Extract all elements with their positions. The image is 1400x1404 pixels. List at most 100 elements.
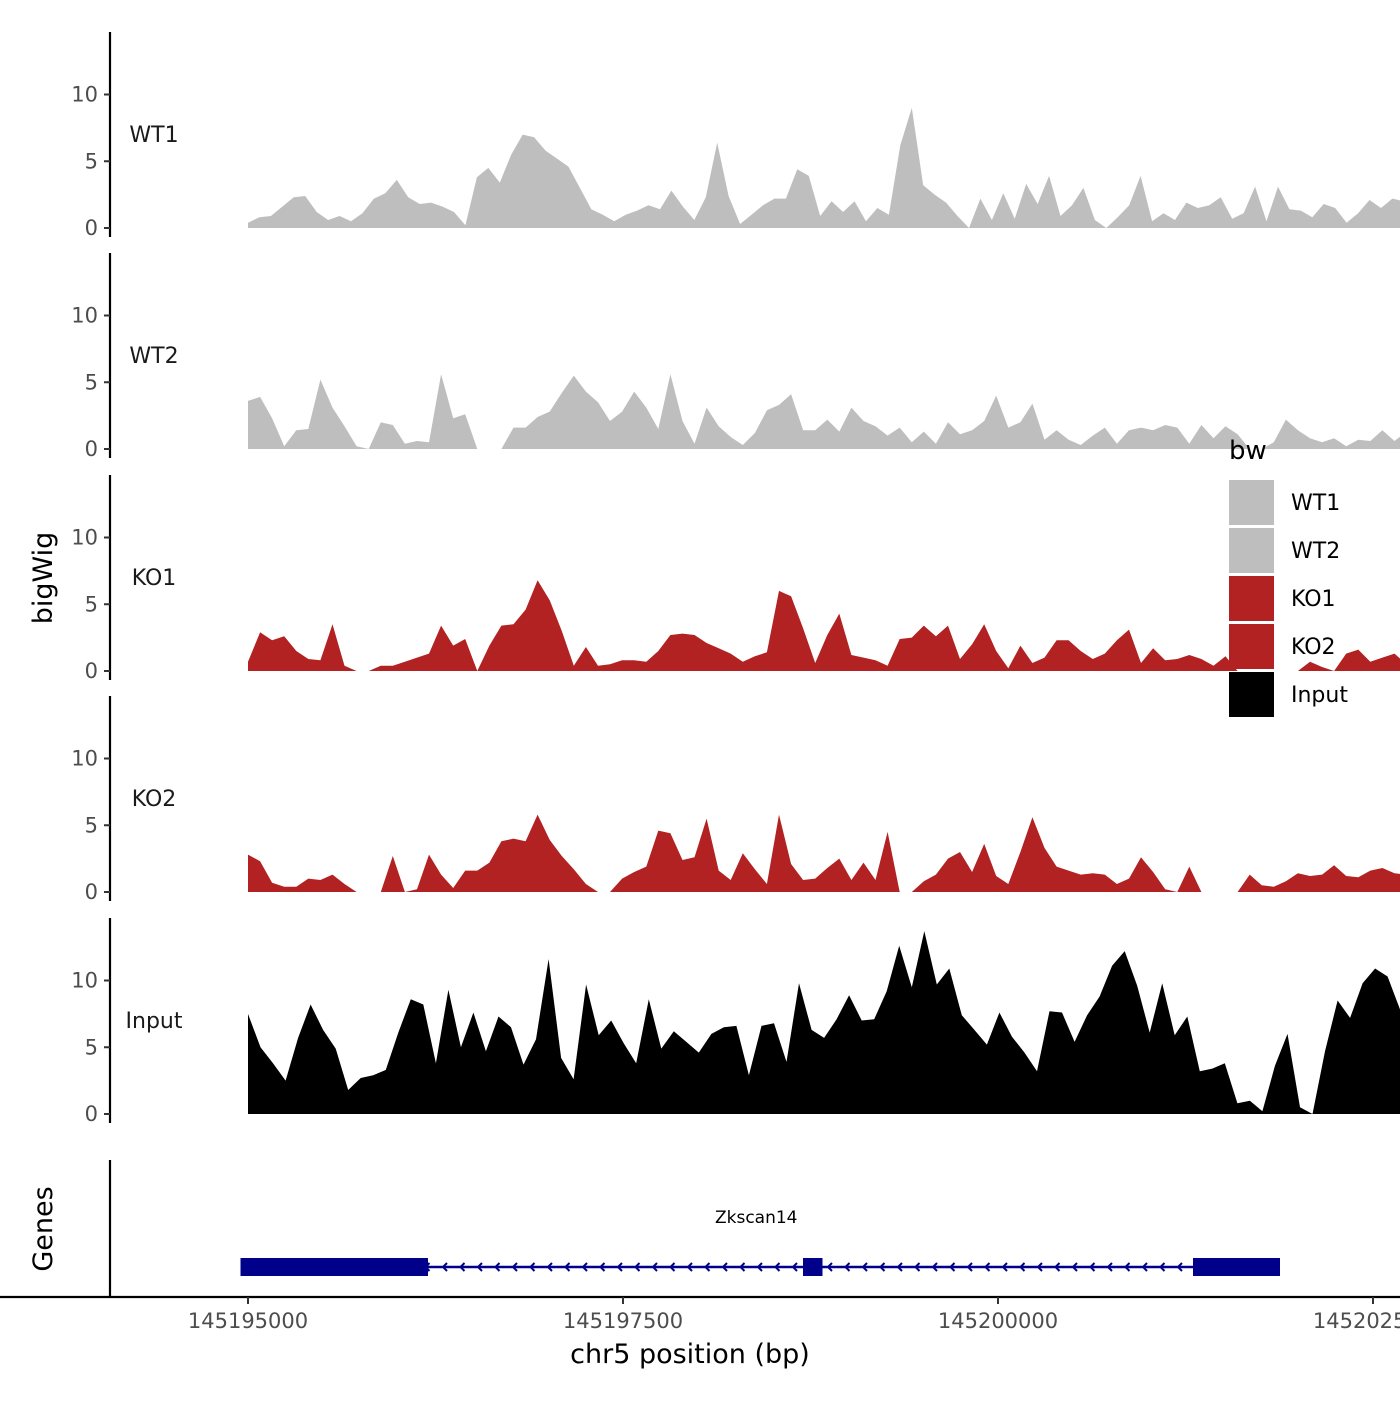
gene-exon [341, 1258, 428, 1276]
track-wt2: 0 5 10 WT2 [71, 253, 1400, 461]
strand-arrow [739, 1262, 746, 1272]
strand-arrow [966, 1262, 973, 1272]
track-ko1: 0 5 10 KO1 [71, 475, 1400, 683]
coverage-area-wt2 [248, 374, 1400, 449]
track-label: Input [126, 1009, 183, 1034]
legend: bw WT1 WT2 KO1 KO2 Input [1229, 436, 1348, 717]
strand-arrow [1106, 1262, 1113, 1272]
strand-arrow [529, 1262, 536, 1272]
legend-title: bw [1229, 436, 1267, 466]
strand-arrow [791, 1262, 798, 1272]
x-tick-label: 145195000 [188, 1309, 308, 1333]
track-wt1: 0 5 10 WT1 [71, 32, 1400, 240]
strand-arrow [704, 1262, 711, 1272]
strand-arrow [581, 1262, 588, 1272]
coverage-area-input [248, 931, 1400, 1114]
strand-arrow [511, 1262, 518, 1272]
y-tick-label: 0 [85, 1102, 98, 1126]
track-input: 0 5 10 Input [71, 918, 1400, 1126]
strand-arrow [879, 1262, 886, 1272]
strand-arrow [756, 1262, 763, 1272]
strand-arrow [476, 1262, 483, 1272]
legend-key-input [1229, 672, 1274, 717]
strand-arrow [634, 1262, 641, 1272]
legend-key-wt1 [1229, 480, 1274, 525]
strand-arrow [1054, 1262, 1061, 1272]
legend-label-ko2: KO2 [1291, 635, 1336, 660]
strand-arrow [1019, 1262, 1026, 1272]
strand-arrow [721, 1262, 728, 1272]
y-tick-label: 0 [85, 437, 98, 461]
y-tick-label: 0 [85, 880, 98, 904]
strand-arrow [1001, 1262, 1008, 1272]
strand-arrow [1036, 1262, 1043, 1272]
strand-arrow [669, 1262, 676, 1272]
gene-track: Zkscan14 [108, 1160, 1280, 1297]
strand-arrow [896, 1262, 903, 1272]
strand-arrow [861, 1262, 868, 1272]
track-ko2: 0 5 10 KO2 [71, 696, 1400, 904]
y-tick-label: 10 [71, 83, 98, 107]
strand-arrow [1124, 1262, 1131, 1272]
track-label: WT2 [129, 344, 178, 369]
strand-arrow [616, 1262, 623, 1272]
strand-arrow [441, 1262, 448, 1272]
y-tick-label: 0 [85, 659, 98, 683]
strand-arrow [494, 1262, 501, 1272]
legend-key-wt2 [1229, 528, 1274, 573]
gene-exon [240, 1258, 341, 1276]
legend-key-ko1 [1229, 576, 1274, 621]
strand-arrow [844, 1262, 851, 1272]
y-tick-label: 5 [85, 370, 98, 394]
coverage-tracks: 0 5 10 WT1 0 5 10 WT2 0 5 10 KO1 0 5 10 KO2 0 5 10 Input [71, 32, 1400, 1126]
gene-label: Zkscan14 [715, 1208, 798, 1228]
y-tick-label: 10 [71, 969, 98, 993]
strand-arrow [1071, 1262, 1078, 1272]
legend-label-wt1: WT1 [1291, 491, 1340, 516]
y-tick-label: 10 [71, 526, 98, 550]
gene-exon [803, 1258, 823, 1276]
x-tick-label: 145202500 [1313, 1309, 1400, 1333]
gene-exon [1193, 1258, 1280, 1276]
y-tick-label: 0 [85, 216, 98, 240]
y-axis-title: bigWig [28, 532, 59, 625]
legend-key-ko2 [1229, 624, 1274, 669]
legend-label-ko1: KO1 [1291, 587, 1336, 612]
track-label: KO2 [132, 787, 177, 812]
strand-arrow [826, 1262, 833, 1272]
strand-arrow [599, 1262, 606, 1272]
track-label: KO1 [132, 566, 177, 591]
strand-arrow [564, 1262, 571, 1272]
strand-arrow [914, 1262, 921, 1272]
y-tick-label: 5 [85, 1035, 98, 1059]
x-axis-title: chr5 position (bp) [570, 1339, 810, 1370]
y-tick-label: 5 [85, 149, 98, 173]
y-tick-label: 5 [85, 813, 98, 837]
strand-arrow [1141, 1262, 1148, 1272]
strand-arrow [984, 1262, 991, 1272]
strand-arrow [774, 1262, 781, 1272]
strand-arrow [949, 1262, 956, 1272]
coverage-area-ko2 [248, 814, 1400, 892]
y-tick-label: 10 [71, 304, 98, 328]
strand-arrow [931, 1262, 938, 1272]
track-label: WT1 [129, 123, 178, 148]
coverage-area-wt1 [248, 107, 1400, 228]
legend-label-wt2: WT2 [1291, 539, 1340, 564]
gene-track-title: Genes [28, 1186, 59, 1271]
strand-arrow [1176, 1262, 1183, 1272]
strand-arrow [1159, 1262, 1166, 1272]
strand-arrow [1089, 1262, 1096, 1272]
y-tick-label: 10 [71, 747, 98, 771]
legend-label-input: Input [1291, 683, 1348, 708]
strand-arrow [651, 1262, 658, 1272]
x-tick-label: 145200000 [938, 1309, 1058, 1333]
coverage-area-ko1 [248, 580, 1400, 671]
strand-arrow [686, 1262, 693, 1272]
strand-arrow [546, 1262, 553, 1272]
x-axis: 145195000 145197500 145200000 145202500 [0, 1297, 1400, 1333]
x-tick-label: 145197500 [563, 1309, 683, 1333]
strand-arrow [459, 1262, 466, 1272]
